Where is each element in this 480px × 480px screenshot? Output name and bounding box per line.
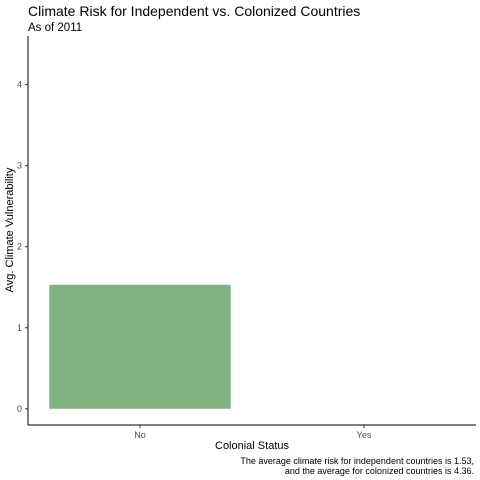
x-axis-ticks: No Yes bbox=[134, 425, 372, 440]
x-axis-title: Colonial Status bbox=[215, 440, 289, 452]
y-tick-label: 3 bbox=[17, 161, 22, 171]
chart-subtitle: As of 2011 bbox=[28, 22, 83, 34]
y-tick-label: 2 bbox=[17, 242, 22, 252]
chart-title: Climate Risk for Independent vs. Coloniz… bbox=[28, 3, 361, 19]
y-tick-label: 1 bbox=[17, 323, 22, 333]
bar-no bbox=[49, 284, 231, 409]
y-axis-ticks: 0 1 2 3 4 bbox=[17, 80, 28, 414]
y-axis-title: Avg. Climate Vulnerability bbox=[4, 167, 16, 292]
caption-line-2: and the average for colonized countries … bbox=[285, 466, 474, 476]
y-tick-label: 4 bbox=[17, 80, 22, 90]
x-tick-label-no: No bbox=[134, 430, 146, 440]
caption-line-1: The average climate risk for independent… bbox=[240, 456, 474, 466]
x-tick-label-yes: Yes bbox=[357, 430, 372, 440]
plot-area bbox=[49, 284, 231, 409]
y-tick-label: 0 bbox=[17, 404, 22, 414]
